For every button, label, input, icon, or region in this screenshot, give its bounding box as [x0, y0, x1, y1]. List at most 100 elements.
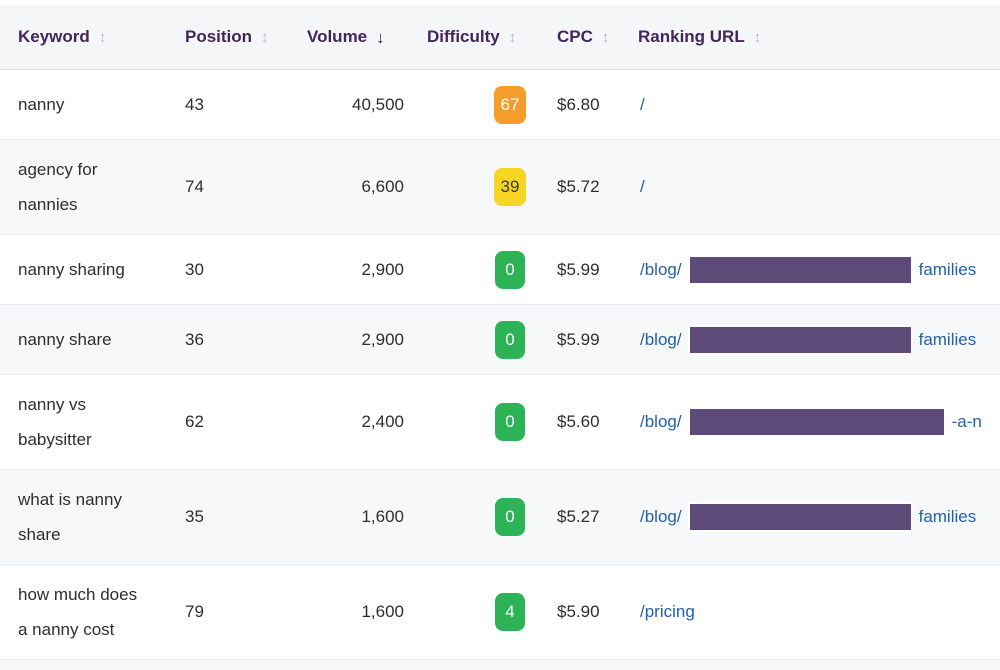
column-header-label: Difficulty	[427, 27, 500, 46]
ranking-url-suffix-link[interactable]: families	[918, 507, 977, 526]
sort-arrow-icon: ↓	[376, 27, 385, 47]
redacted-url-bar	[687, 324, 913, 355]
ranking-url-cell: /	[638, 95, 1000, 115]
difficulty-badge-slot: 67	[488, 85, 532, 124]
redacted-url-bar	[687, 502, 913, 532]
keyword-table: Keyword ↕ Position ↕ Volume ↓ Difficulty…	[0, 5, 1000, 670]
cpc-cell: $5.99	[557, 329, 600, 349]
column-header-label: Ranking URL	[638, 27, 745, 46]
column-header[interactable]: Ranking URL ↕	[638, 5, 1000, 69]
ranking-url-cell: /pricing	[638, 602, 1000, 622]
next-row-peek	[0, 660, 1000, 670]
ranking-url-cell: /blog/ families	[638, 324, 1000, 355]
sort-arrow-icon: ↕	[601, 28, 610, 46]
keyword-cell: nanny	[18, 95, 65, 114]
volume-cell: 2,900	[361, 259, 404, 279]
ranking-url-suffix-link[interactable]: -a-n	[951, 412, 982, 431]
volume-cell: 1,600	[361, 507, 404, 526]
difficulty-badge: 0	[495, 250, 525, 289]
volume-cell: 40,500	[352, 94, 404, 114]
difficulty-badge: 4	[495, 593, 525, 631]
ranking-url-link[interactable]: /pricing	[640, 602, 695, 621]
difficulty-badge-slot: 0	[488, 320, 532, 359]
sort-arrow-icon: ↕	[98, 28, 107, 46]
ranking-url-link[interactable]: /blog/	[640, 259, 682, 279]
keyword-cell: agency for nannies	[18, 160, 98, 214]
difficulty-cell: 0	[415, 498, 547, 536]
column-header[interactable]: Volume ↓	[307, 5, 415, 69]
table-body: nanny 43 40,500 67 $6.80 / agency for na…	[0, 70, 1000, 660]
difficulty-badge-slot: 4	[488, 593, 532, 631]
cpc-cell: $6.80	[557, 94, 600, 114]
column-header[interactable]: CPC ↕	[547, 5, 638, 69]
column-header-label: Keyword	[18, 27, 90, 46]
difficulty-badge: 39	[493, 168, 527, 206]
position-cell: 43	[185, 94, 204, 114]
position-cell: 79	[185, 602, 204, 621]
difficulty-cell: 0	[415, 320, 547, 359]
ranking-url-cell: /blog/ families	[638, 254, 1000, 285]
keyword-cell: nanny sharing	[18, 260, 125, 279]
cpc-cell: $5.99	[557, 259, 600, 279]
table-row: nanny 43 40,500 67 $6.80 /	[0, 70, 1000, 140]
column-header-label: Position	[185, 27, 253, 46]
ranking-url-link[interactable]: /blog/	[640, 507, 682, 526]
cpc-cell: $5.60	[557, 412, 600, 431]
difficulty-badge-slot: 0	[488, 250, 532, 289]
table-row: agency for nannies 74 6,600 39 $5.72 /	[0, 140, 1000, 235]
position-cell: 30	[185, 259, 204, 279]
redacted-url-bar	[687, 254, 913, 285]
position-cell: 35	[185, 507, 204, 526]
cpc-cell: $5.72	[557, 177, 600, 196]
difficulty-cell: 0	[415, 250, 547, 289]
volume-cell: 2,900	[361, 329, 404, 349]
difficulty-badge-slot: 39	[488, 168, 532, 206]
redacted-url-bar	[687, 407, 946, 437]
position-cell: 62	[185, 412, 204, 431]
difficulty-cell: 0	[415, 403, 547, 441]
volume-cell: 2,400	[361, 412, 404, 431]
difficulty-badge: 0	[495, 320, 525, 359]
cpc-cell: $5.90	[557, 602, 600, 621]
keyword-cell: nanny share	[18, 330, 112, 349]
ranking-url-link[interactable]: /blog/	[640, 329, 682, 349]
ranking-url-link[interactable]: /	[640, 177, 645, 196]
ranking-url-link[interactable]: /	[640, 94, 645, 114]
difficulty-badge: 0	[495, 498, 525, 536]
ranking-url-cell: /blog/ families	[638, 502, 1000, 532]
table-row: nanny sharing 30 2,900 0 $5.99 /blog/ fa…	[0, 235, 1000, 305]
position-cell: 74	[185, 177, 204, 196]
cpc-cell: $5.27	[557, 507, 600, 526]
ranking-url-suffix-link[interactable]: families	[918, 329, 977, 349]
table-row: nanny vs babysitter 62 2,400 0 $5.60 /bl…	[0, 375, 1000, 470]
difficulty-badge: 0	[495, 403, 525, 441]
ranking-url-suffix-link[interactable]: families	[918, 259, 977, 279]
position-cell: 36	[185, 329, 204, 349]
keyword-cell: how much does a nanny cost	[18, 585, 138, 639]
ranking-url-cell: /blog/ -a-n	[638, 407, 1000, 437]
sort-arrow-icon: ↕	[508, 28, 517, 46]
column-header[interactable]: Difficulty ↕	[415, 5, 547, 69]
difficulty-cell: 67	[415, 85, 547, 124]
sort-arrow-icon: ↕	[753, 28, 762, 46]
ranking-url-link[interactable]: /blog/	[640, 412, 682, 431]
column-header[interactable]: Position ↕	[185, 5, 307, 69]
column-header[interactable]: Keyword ↕	[0, 5, 185, 69]
table-row: how much does a nanny cost 79 1,600 4 $5…	[0, 565, 1000, 660]
difficulty-cell: 39	[415, 168, 547, 206]
difficulty-badge: 67	[493, 85, 527, 124]
difficulty-badge-slot: 0	[488, 403, 532, 441]
table-header: Keyword ↕ Position ↕ Volume ↓ Difficulty…	[0, 5, 1000, 70]
table-row: what is nanny share 35 1,600 0 $5.27 /bl…	[0, 470, 1000, 565]
column-header-label: CPC	[557, 27, 593, 46]
sort-arrow-icon: ↕	[261, 28, 269, 46]
difficulty-cell: 4	[415, 593, 547, 631]
table-row: nanny share 36 2,900 0 $5.99 /blog/ fami…	[0, 305, 1000, 375]
column-header-label: Volume	[307, 27, 368, 46]
volume-cell: 1,600	[361, 602, 404, 621]
ranking-url-cell: /	[638, 177, 1000, 197]
difficulty-badge-slot: 0	[488, 498, 532, 536]
volume-cell: 6,600	[361, 177, 404, 196]
keyword-cell: what is nanny share	[18, 490, 122, 544]
keyword-cell: nanny vs babysitter	[18, 395, 92, 449]
